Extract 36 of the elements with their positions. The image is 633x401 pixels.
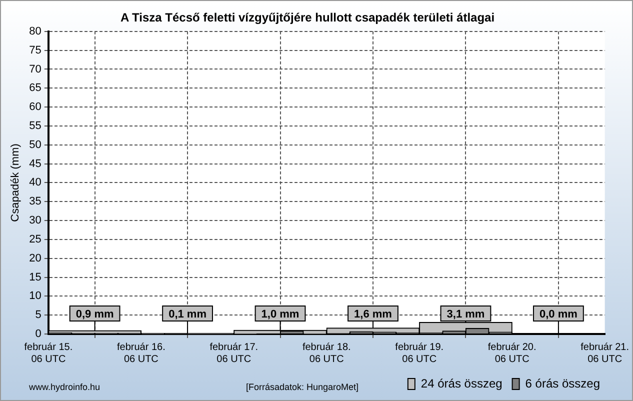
- y-tick-label: 30: [29, 214, 42, 227]
- y-tick-label: 55: [29, 120, 42, 132]
- x-tick-label: február 16. 06 UTC: [116, 342, 166, 365]
- y-axis-title: Csapadék (mm): [10, 144, 22, 222]
- data-label: 0,9 mm: [76, 308, 114, 321]
- y-tick-label: 65: [29, 82, 42, 94]
- x-tick-label: február 20. 06 UTC: [488, 342, 536, 365]
- y-tick-label: 15: [29, 271, 42, 284]
- data-label: 1,6 mm: [354, 308, 392, 321]
- data-label: 1,0 mm: [261, 308, 300, 321]
- legend-label: 6 órás összeg: [525, 376, 600, 390]
- x-tick-label: február 15. 06 UTC: [24, 342, 73, 365]
- data-label: 0,1 mm: [168, 308, 207, 321]
- x-tick-label: február 21. 06 UTC: [580, 342, 630, 365]
- y-tick-label: 80: [29, 25, 42, 38]
- x-tick-label: február 18. 06 UTC: [302, 342, 351, 365]
- chart-title: A Tisza Técső feletti vízgyűjtőjére hullott csapadék területi átlagai: [120, 10, 495, 25]
- text: [Forrásadatok: HungaroMet]: [246, 382, 359, 392]
- y-tick-label: 75: [29, 44, 42, 56]
- y-tick-label: 50: [29, 138, 42, 151]
- y-tick-label: 5: [35, 309, 42, 322]
- data-label: 3,1 mm: [446, 308, 485, 321]
- y-tick-label: 20: [29, 252, 42, 264]
- y-tick-label: 0: [35, 328, 42, 340]
- data-label: 0,0 mm: [539, 308, 578, 321]
- legend-label: 24 órás összeg: [420, 376, 502, 390]
- text: www.hydroinfo.hu: [29, 382, 100, 392]
- y-tick-label: 10: [29, 290, 42, 302]
- y-tick-label: 70: [29, 63, 42, 76]
- y-tick-label: 45: [29, 158, 42, 170]
- x-tick-label: február 19. 06 UTC: [395, 342, 444, 365]
- y-tick-label: 40: [29, 176, 42, 189]
- y-tick-label: 60: [29, 101, 42, 114]
- y-tick-label: 25: [29, 233, 42, 246]
- x-tick-label: február 17. 06 UTC: [210, 342, 258, 365]
- y-tick-label: 35: [29, 196, 42, 208]
